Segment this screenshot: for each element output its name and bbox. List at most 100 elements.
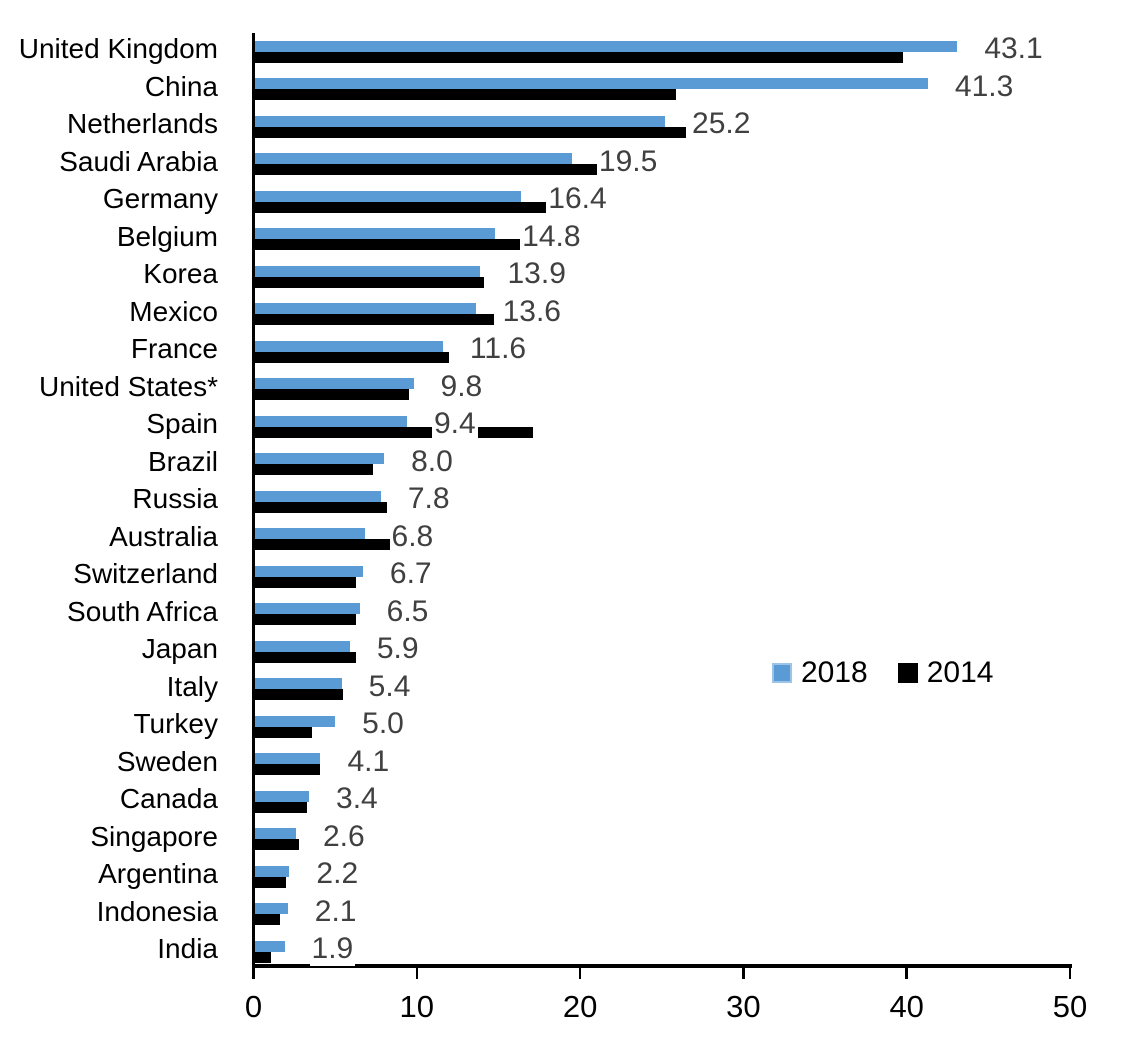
category-label: United Kingdom [18, 33, 218, 64]
value-label: 2.6 [320, 819, 367, 854]
bar-2014 [255, 201, 546, 213]
value-label: 5.0 [360, 707, 406, 741]
category-label: France [130, 333, 218, 364]
bar-2018 [255, 115, 666, 127]
bar-2014 [255, 464, 373, 475]
x-tick-label: 10 [399, 989, 435, 1024]
value-label: 2.2 [314, 857, 361, 891]
bar-2018 [255, 865, 290, 877]
category-label: Mexico [129, 295, 218, 327]
bar-2014 [255, 51, 904, 63]
value-label: 11.6 [467, 332, 529, 366]
bar-2014 [255, 389, 409, 400]
bar-2014 [255, 726, 313, 738]
legend-label: 2014 [926, 656, 994, 689]
value-label: 1.9 [309, 932, 356, 966]
x-tick-label: 40 [889, 989, 924, 1024]
bar-2014 [255, 651, 357, 663]
category-label: Indonesia [96, 895, 218, 927]
category-label: Sweden [116, 745, 218, 777]
bar-2018 [255, 790, 310, 802]
bar-2018 [255, 603, 360, 614]
category-label: South Africa [67, 595, 218, 627]
value-label: 14.8 [520, 219, 583, 254]
category-label: Japan [141, 633, 218, 664]
legend-swatch-icon [772, 663, 792, 683]
bar-2014 [255, 951, 272, 963]
x-tick-mark [415, 967, 419, 979]
bar-2014 [255, 276, 484, 288]
category-label: Brazil [147, 445, 218, 477]
bar-2018 [255, 940, 285, 952]
bar-2018 [255, 903, 288, 914]
value-label: 8.0 [409, 444, 455, 479]
value-label: 9.4 [432, 407, 478, 441]
bar-2018 [255, 78, 928, 89]
legend-item-2018: 2018 [772, 656, 868, 690]
bar-2014 [255, 914, 280, 925]
bar-2018 [255, 453, 385, 464]
category-label: Saudi Arabia [59, 145, 218, 177]
legend-item-2014: 2014 [897, 656, 994, 690]
bar-2018 [255, 528, 365, 539]
x-tick-mark [905, 967, 908, 979]
bar-2014 [255, 539, 411, 550]
category-label: Russia [132, 483, 218, 514]
category-label: Singapore [90, 820, 218, 852]
value-label: 13.6 [500, 294, 563, 329]
bar-2018 [255, 265, 481, 277]
bar-2018 [255, 715, 336, 727]
x-tick-mark [578, 967, 582, 979]
bar-2018 [255, 340, 443, 352]
value-label: 13.9 [505, 257, 568, 291]
category-label: United States* [39, 370, 218, 402]
legend: 2018 2014 [772, 655, 994, 691]
value-label: 7.8 [405, 482, 452, 516]
value-label: 5.4 [366, 669, 413, 704]
bar-2014 [255, 314, 494, 325]
bar-2014 [255, 764, 321, 775]
bar-2014 [255, 839, 300, 850]
bar-2018 [255, 378, 414, 389]
bar-2018 [255, 40, 958, 52]
category-label: Belgium [116, 220, 218, 252]
x-tick-mark [1068, 967, 1072, 979]
value-label: 41.3 [952, 69, 1016, 104]
x-tick-mark [252, 967, 255, 979]
value-label: 4.1 [345, 744, 392, 779]
value-label: 6.5 [384, 594, 431, 629]
value-label: 19.5 [596, 144, 660, 179]
category-label: Canada [119, 783, 218, 814]
bar-2014 [255, 164, 600, 175]
value-label: 2.1 [312, 894, 359, 929]
category-label: Switzerland [73, 558, 218, 589]
category-label: Italy [166, 670, 218, 702]
bar-2018 [255, 678, 342, 689]
bar-2018 [255, 753, 321, 764]
value-label: 6.8 [389, 519, 436, 554]
x-tick-label: 50 [1052, 989, 1088, 1024]
bar-2018 [255, 303, 476, 314]
bar-2018 [255, 190, 522, 202]
legend-label: 2018 [801, 656, 868, 689]
bar-2014 [255, 126, 687, 138]
y-axis-line [251, 33, 255, 968]
value-label: 43.1 [982, 32, 1045, 66]
x-tick-label: 30 [726, 989, 761, 1024]
bar-2018 [255, 828, 296, 839]
value-label: 16.4 [546, 182, 609, 216]
value-label: 5.9 [374, 632, 421, 666]
value-label: 6.7 [387, 557, 434, 591]
bar-2014 [255, 89, 677, 100]
x-tick-label: 0 [244, 989, 263, 1024]
category-label: India [157, 933, 218, 964]
category-label: Australia [109, 520, 218, 552]
value-label: 3.4 [334, 782, 380, 816]
bar-2014 [255, 576, 357, 588]
bar-2014 [255, 239, 533, 250]
x-axis-line [251, 964, 1072, 968]
category-label: Korea [143, 258, 218, 289]
bar-2018 [255, 153, 572, 164]
bar-2014 [255, 689, 344, 700]
